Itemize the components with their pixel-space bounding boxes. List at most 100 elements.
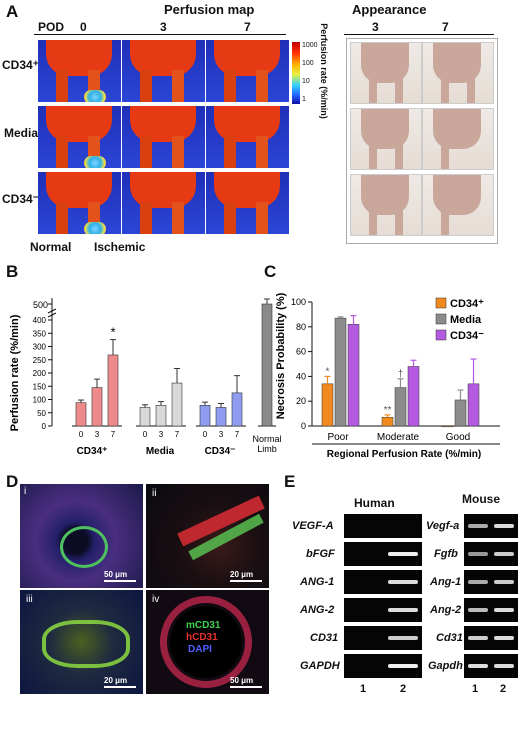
- panel-b-bar: [171, 382, 183, 427]
- day-3-label: 3: [160, 20, 167, 34]
- appearance-photo-media-7: [422, 108, 494, 170]
- panel-b-bar: [75, 402, 87, 427]
- panel-b-bar: [91, 387, 103, 427]
- panel-b-ytick-label: 300: [33, 343, 47, 352]
- panel-b-ytick-label: 100: [33, 396, 47, 405]
- human-gel-vegfa: [344, 514, 422, 538]
- perfusion-tile-media-3: [122, 106, 205, 168]
- panel-c-legend-swatch: [435, 329, 447, 341]
- panel-c-bar: [334, 317, 347, 427]
- mouse-gel-ang1: [464, 570, 518, 594]
- panel-c-legend-label: Media: [450, 314, 482, 326]
- vessel-ring-i: [60, 526, 108, 568]
- normal-label: Normal: [30, 240, 72, 254]
- appearance-photo-media-3: [350, 108, 422, 170]
- micrograph-iii-scale: 20 μm: [104, 676, 128, 685]
- human-lane-2: 2: [400, 683, 407, 695]
- micrograph-ii: ii 20 μm: [146, 484, 269, 588]
- perfusion-tile-cd34neg-7: [206, 172, 289, 234]
- human-gel-cd31: [344, 626, 422, 650]
- panel-c-bar: [467, 383, 480, 427]
- panel-c-cat-moderate: Moderate: [377, 432, 420, 443]
- panel-b-bar: [231, 392, 243, 427]
- micrograph-i: i 50 μm: [20, 484, 143, 588]
- micrograph-iv-scale: 50 μm: [230, 676, 254, 685]
- panel-b-chart: Perfusion rate (%/min) 500 0 50 100 150 200 2…: [9, 298, 282, 457]
- micrograph-ii-scale: 20 μm: [230, 570, 254, 579]
- mouse-lane-2: 2: [500, 683, 507, 695]
- panel-b-bar: [139, 407, 151, 427]
- panel-b-bar: [215, 407, 227, 427]
- panel-c-significance-mark: †: [398, 369, 404, 380]
- panel-b-xtick-label: 0: [79, 430, 84, 439]
- vessel-ring-iii: [42, 620, 130, 668]
- panel-b-significance: *: [110, 325, 115, 340]
- panel-b-ylabel: Perfusion rate (%/min): [9, 314, 21, 431]
- panel-b-axis-break: [47, 308, 57, 318]
- appearance-photo-cd34pos-3: [350, 42, 422, 104]
- mouse-gene-ang1: Ang-1: [430, 576, 462, 588]
- mouse-gel-cd31: [464, 626, 518, 650]
- mouse-title: Mouse: [462, 492, 501, 506]
- panel-c-ylabel: Necrosis Probability (%): [275, 292, 287, 419]
- pod-label: POD: [38, 20, 65, 34]
- micrograph-ii-scalebar: [230, 580, 262, 582]
- panel-e-label: E: [284, 472, 296, 491]
- panel-c-bar: [321, 383, 334, 427]
- panel-b-label: B: [6, 262, 19, 281]
- panel-b-xtick-label: 0: [143, 430, 148, 439]
- panel-b-xtick-label: 7: [175, 430, 180, 439]
- micrograph-iii-scalebar: [104, 686, 136, 688]
- perfusion-tile-cd34neg-3: [122, 172, 205, 234]
- human-gene-ang2: ANG-2: [300, 604, 335, 616]
- colorbar-tick-100: 100: [302, 60, 314, 67]
- panel-c-label: C: [264, 262, 277, 281]
- panel-b-ytick-label: 200: [33, 369, 47, 378]
- perfusion-tile-cd34pos-7: [206, 40, 289, 102]
- panel-b-normal-label-2: Limb: [257, 444, 277, 454]
- human-gene-bfgf: bFGF: [306, 548, 335, 560]
- colorbar: [292, 42, 300, 104]
- mouse-gel-fgfb: [464, 542, 518, 566]
- mouse-gene-vegfa: Vegf-a: [426, 520, 460, 532]
- panel-b-bar: [199, 405, 211, 427]
- mouse-gene-ang2: Ang-2: [430, 604, 462, 616]
- panel-c-legend-label: CD34⁺: [450, 298, 484, 310]
- panel-c-ytick-label: 0: [301, 421, 306, 431]
- human-gel-gapdh: [344, 654, 422, 678]
- perfusion-tile-cd34pos-0: [38, 40, 121, 102]
- panel-b-xtick-label: 3: [219, 430, 224, 439]
- mouse-gel-ang2: [464, 598, 518, 622]
- panel-c-bar: [394, 387, 407, 427]
- human-title: Human: [354, 496, 395, 510]
- perfusion-tile-media-0: [38, 106, 121, 168]
- perfusion-map-title: Perfusion map: [164, 2, 255, 17]
- panel-b-ytick-500: 500: [33, 300, 48, 310]
- panel-b-group-cd34pos: CD34⁺: [77, 446, 108, 457]
- micrograph-iv-scalebar: [230, 686, 262, 688]
- colorbar-label: Perfusion rate (%/min): [319, 23, 329, 119]
- panel-c-significance-mark: **: [384, 405, 392, 416]
- stain-hcd31: hCD31: [186, 632, 218, 643]
- panel-c-bar: [454, 399, 467, 427]
- micrograph-i-scalebar: [104, 580, 136, 582]
- panel-b-ytick-label: 250: [33, 356, 47, 365]
- perfusion-tile-cd34pos-3: [122, 40, 205, 102]
- panel-c-bar: [407, 366, 420, 427]
- panel-b-bar: [107, 354, 119, 427]
- panel-c-significance-mark: *: [326, 366, 330, 377]
- panel-d-label: D: [6, 472, 19, 491]
- panel-c-legend-swatch: [435, 313, 447, 325]
- colorbar-tick-10: 10: [302, 78, 310, 85]
- pod-underline: [34, 34, 286, 35]
- panel-b-ytick-label: 0: [42, 422, 47, 431]
- row-label-cd34neg: CD34⁻: [2, 192, 40, 206]
- row-label-media: Media: [4, 126, 39, 140]
- stain-dapi: DAPI: [188, 644, 212, 655]
- panel-b-ytick-label: 150: [33, 382, 47, 391]
- human-gene-ang1: ANG-1: [300, 576, 335, 588]
- panel-b-normal-label-1: Normal: [252, 434, 281, 444]
- panel-b-ytick-label: 350: [33, 329, 47, 338]
- micrograph-i-scale: 50 μm: [104, 570, 128, 579]
- appearance-day-7: 7: [442, 20, 449, 34]
